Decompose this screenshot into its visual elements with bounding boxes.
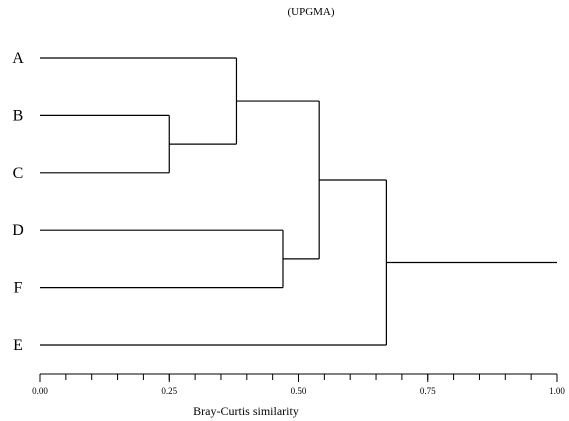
dendrogram-links	[40, 57, 557, 346]
x-axis: 0.00 0.25 0.50 0.75 1.00	[32, 373, 565, 396]
x-tick-label: 0.00	[32, 386, 48, 396]
leaf-label-c: C	[13, 165, 24, 182]
leaf-label-f: F	[14, 280, 23, 297]
leaf-label-e: E	[13, 337, 23, 354]
x-tick-label: 0.50	[291, 386, 307, 396]
x-tick-label: 0.25	[161, 386, 177, 396]
x-ticks: 0.00 0.25 0.50 0.75 1.00	[32, 374, 565, 396]
chart-title: (UPGMA)	[287, 6, 334, 18]
leaf-label-a: A	[12, 50, 24, 67]
x-axis-title: Bray-Curtis similarity	[193, 404, 299, 418]
leaf-labels: A B C D F E	[12, 50, 24, 354]
x-tick-label: 0.75	[420, 386, 436, 396]
leaf-label-b: B	[13, 107, 24, 124]
leaf-label-d: D	[12, 222, 24, 239]
x-tick-label: 1.00	[549, 386, 565, 396]
